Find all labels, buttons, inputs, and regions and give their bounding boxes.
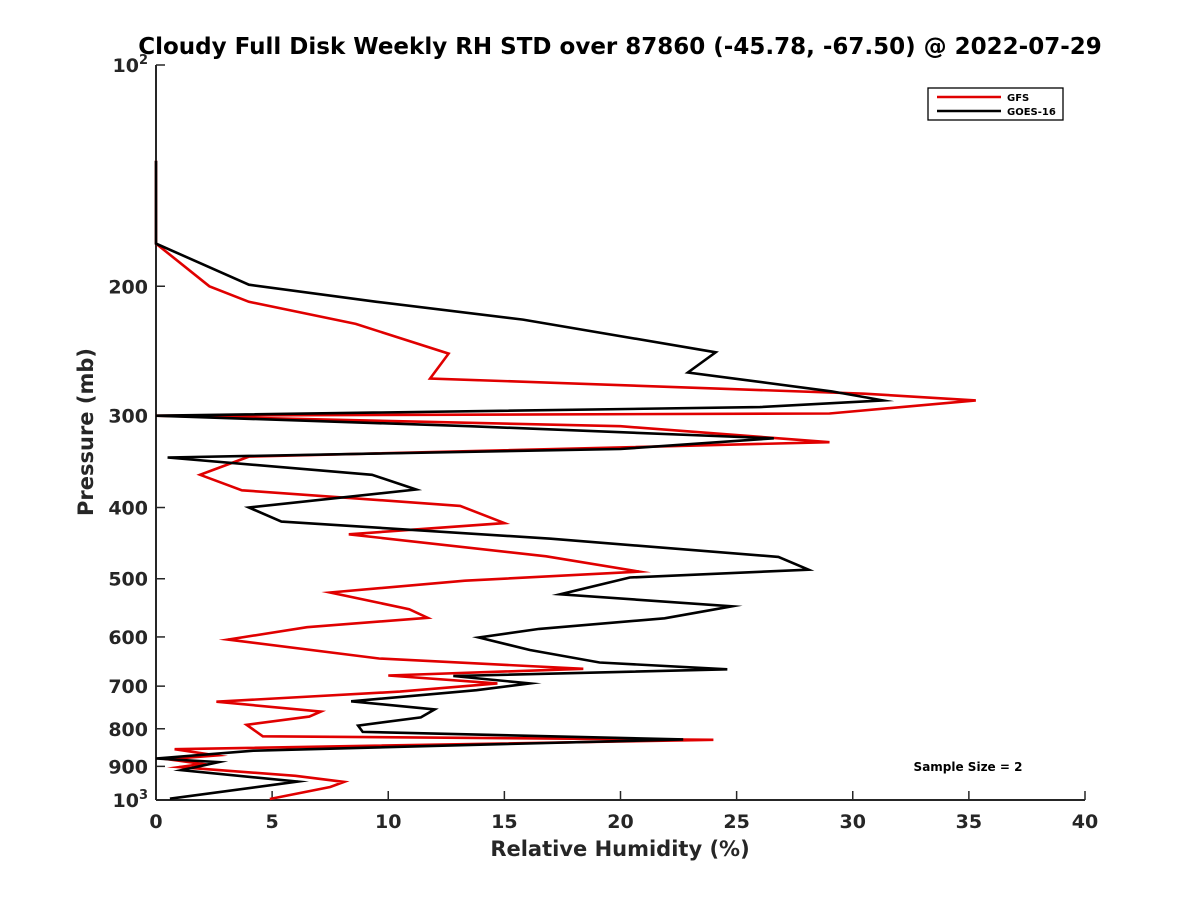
- y-tick-label: 200: [108, 276, 148, 298]
- legend: GFS GOES-16: [927, 87, 1064, 121]
- x-tick-label: 20: [607, 811, 633, 833]
- y-tick-label: 700: [108, 676, 148, 698]
- y-tick-exponent: 3: [139, 788, 148, 803]
- x-tick-label: 30: [840, 811, 866, 833]
- y-tick-label: 800: [108, 719, 148, 741]
- y-tick-label: 300: [108, 406, 148, 428]
- y-tick-label: 500: [108, 569, 148, 591]
- x-axis-label: Relative Humidity (%): [490, 837, 749, 861]
- y-tick-exponent: 2: [139, 53, 148, 68]
- legend-label-gfs: GFS: [1007, 93, 1029, 104]
- sample-size-annotation: Sample Size = 2: [914, 760, 1023, 774]
- x-tick-label: 15: [491, 811, 517, 833]
- legend-label-goes16: GOES-16: [1007, 107, 1056, 118]
- chart-title: Cloudy Full Disk Weekly RH STD over 8786…: [138, 34, 1102, 60]
- x-tick-label: 40: [1072, 811, 1098, 833]
- x-tick-label: 5: [266, 811, 279, 833]
- y-tick-label: 400: [108, 498, 148, 520]
- x-tick-label: 25: [723, 811, 749, 833]
- x-tick-label: 35: [956, 811, 982, 833]
- series-line-gfs: [154, 160, 976, 801]
- x-axis-ticks: 0 5 10 15 20 25 30 35 40: [149, 791, 1098, 833]
- x-tick-label: 10: [375, 811, 401, 833]
- series-layer: [154, 160, 976, 801]
- legend-box: [927, 87, 1064, 121]
- y-tick-label: 900: [108, 756, 148, 778]
- series-line-goes16: [154, 160, 895, 800]
- y-tick-label: 10: [113, 55, 139, 77]
- y-tick-label: 600: [108, 627, 148, 649]
- x-tick-label: 0: [149, 811, 162, 833]
- y-axis-label: Pressure (mb): [74, 348, 98, 516]
- y-tick-label: 10: [113, 790, 139, 812]
